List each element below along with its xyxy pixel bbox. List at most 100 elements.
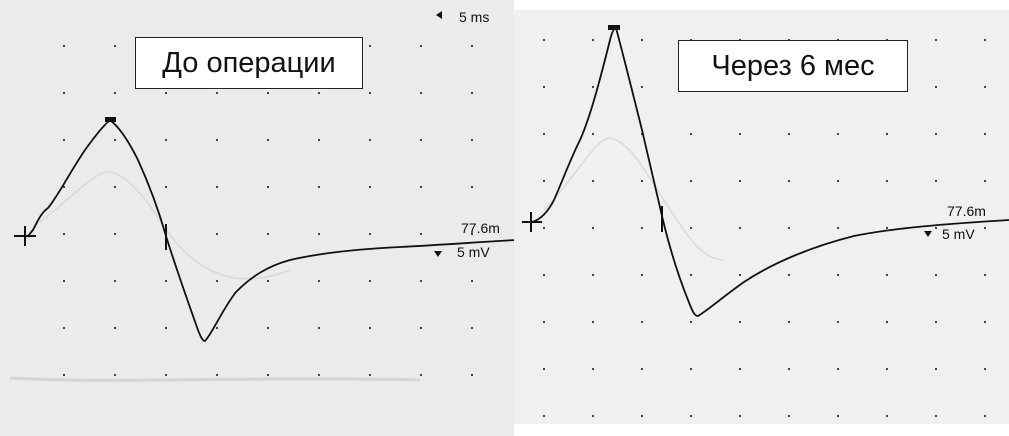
grid-dot (738, 132, 742, 136)
faint-artifact-line (9, 376, 421, 382)
grid-dot (470, 44, 474, 48)
grid-dot (62, 44, 66, 48)
grid-dot (640, 320, 644, 324)
grid-dot (640, 38, 644, 42)
grid-dot (640, 226, 644, 230)
grid-dot (113, 373, 117, 377)
grid-dot (787, 226, 791, 230)
grid-dot (591, 273, 595, 277)
grid-dot (738, 179, 742, 183)
grid-dot (470, 279, 474, 283)
grid-dot (215, 91, 219, 95)
grid-dot (542, 132, 546, 136)
grid-dot (419, 185, 423, 189)
grid-dot (689, 414, 693, 418)
grid-dot (62, 138, 66, 142)
grid-dot (317, 279, 321, 283)
grid-dot (591, 179, 595, 183)
grid-dot (62, 232, 66, 236)
grid-dot (885, 367, 889, 371)
grid-dot (689, 367, 693, 371)
marker-peak-before (105, 117, 116, 122)
grid-dot (591, 320, 595, 324)
grid-dots-after (542, 38, 987, 418)
grid-dot (266, 185, 270, 189)
grid-dot (368, 373, 372, 377)
grid-dot (542, 273, 546, 277)
grid-dot (266, 232, 270, 236)
grid-dot (885, 414, 889, 418)
marker-peak-after (608, 25, 620, 30)
grid-dot (885, 179, 889, 183)
grid-dot (62, 91, 66, 95)
grid-dot (934, 367, 938, 371)
grid-dot (542, 179, 546, 183)
grid-dot (983, 85, 987, 89)
grid-dot (640, 85, 644, 89)
grid-dot (983, 367, 987, 371)
grid-dot (317, 185, 321, 189)
grid-dot (640, 367, 644, 371)
grid-dot (738, 226, 742, 230)
grid-dot (934, 85, 938, 89)
grid-dot (591, 85, 595, 89)
grid-dot (934, 414, 938, 418)
grid-dot (983, 320, 987, 324)
waveform-before (27, 118, 514, 342)
grid-dot (885, 320, 889, 324)
grid-dot (62, 326, 66, 330)
grid-dot (317, 232, 321, 236)
grid-dot (885, 132, 889, 136)
grid-dot (983, 132, 987, 136)
caption-before: До операции (135, 37, 363, 89)
trace-before-svg (9, 11, 514, 382)
marker-start-cross-after (522, 212, 542, 232)
grid-dot (934, 38, 938, 42)
grid-dot (215, 279, 219, 283)
faint-ghost-trace-after (543, 137, 725, 261)
grid-dot (640, 414, 644, 418)
grid-dot (836, 132, 840, 136)
grid-dot (689, 273, 693, 277)
grid-dot (836, 320, 840, 324)
grid-dot (215, 232, 219, 236)
amplitude-marker-triangle-after (924, 231, 932, 237)
grid-dot (317, 138, 321, 142)
grid-dot (368, 279, 372, 283)
amplitude-marker-triangle-before (434, 251, 442, 257)
grid-dot (983, 38, 987, 42)
grid-dot (934, 179, 938, 183)
grid-dot (934, 273, 938, 277)
grid-dot (113, 44, 117, 48)
grid-dot (113, 326, 117, 330)
grid-dot (738, 273, 742, 277)
grid-dot (738, 320, 742, 324)
grid-dot (689, 320, 693, 324)
grid-dot (470, 185, 474, 189)
grid-dot (542, 38, 546, 42)
grid-dot (215, 373, 219, 377)
grid-dot (419, 279, 423, 283)
grid-dot (62, 279, 66, 283)
grid-dot (591, 367, 595, 371)
grid-dot (113, 185, 117, 189)
grid-dot (266, 138, 270, 142)
grid-dot (983, 226, 987, 230)
grid-dot (787, 273, 791, 277)
time-marker-triangle (436, 11, 442, 19)
grid-dot (419, 138, 423, 142)
grid-dot (542, 85, 546, 89)
grid-dot (787, 367, 791, 371)
grid-dot (317, 373, 321, 377)
grid-dot (419, 326, 423, 330)
grid-dot (934, 320, 938, 324)
grid-dot (787, 179, 791, 183)
grid-dot (164, 279, 168, 283)
grid-dot (470, 232, 474, 236)
grid-dot (215, 326, 219, 330)
grid-dot (787, 414, 791, 418)
grid-dot (470, 326, 474, 330)
grid-dot (591, 414, 595, 418)
grid-dot (787, 132, 791, 136)
grid-dot (62, 373, 66, 377)
